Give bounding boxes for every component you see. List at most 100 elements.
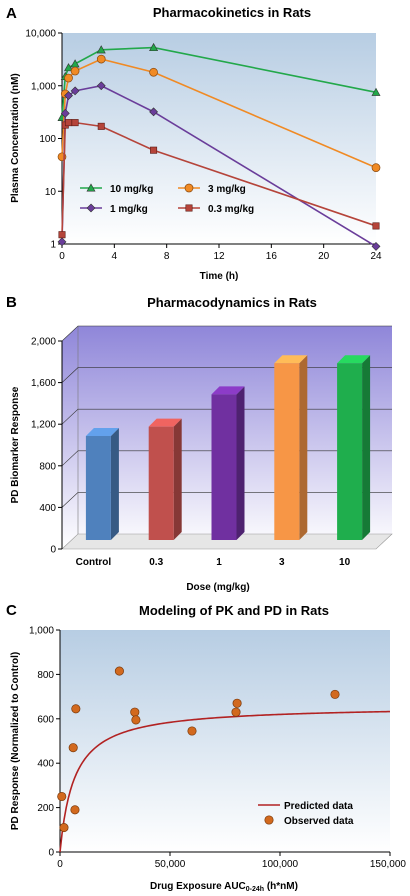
panel-a-data-point: [57, 237, 67, 247]
panel-a-label: A: [6, 5, 17, 22]
panel-a-data-point: [60, 108, 70, 118]
panel-b-x-tick-label: 10: [339, 557, 351, 568]
panel-c-y-tick-label: 800: [37, 670, 54, 681]
panel-c-x-label: Drug Exposure AUC0-24h (h*nM): [150, 881, 298, 893]
panel-c-observed-point: [70, 805, 80, 815]
panel-c-observed-point: [231, 707, 241, 717]
panel-b-gridline: [61, 325, 392, 342]
panel-c-observed-point: [232, 698, 242, 708]
panel-b-x-tick-label: 3: [279, 557, 285, 568]
panel-a-legend-marker: [86, 203, 96, 213]
panel-b-bar: [148, 426, 174, 540]
panel-b-bar-top: [211, 386, 245, 395]
panel-a-data-point: [65, 119, 73, 127]
panel-a-legend-marker: [185, 204, 193, 212]
panel-b-bar: [211, 394, 237, 540]
panel-a-legend-marker: [184, 183, 194, 193]
panel-b-x-tick-label: 1: [216, 557, 222, 568]
panel-c-x-tick-label: 150,000: [370, 859, 407, 870]
panel-c-observed-point: [57, 791, 67, 802]
panel-c-y-label: PD Response (Normalized to Control): [10, 652, 21, 830]
panel-b-floor: [61, 533, 393, 550]
panel-b-bar-side: [299, 355, 308, 540]
panel-a-x-tick-label: 16: [266, 251, 278, 262]
panel-a-data-point: [371, 87, 381, 96]
panel-b-y-tick-label: 0: [50, 545, 56, 556]
panel-a-x-ticks: 0 4 8 12 16 20 24: [59, 244, 382, 262]
panel-c-observed-point: [330, 689, 340, 699]
panel-a-data-point: [58, 231, 66, 239]
panel-a-data-point: [70, 86, 80, 96]
panel-c-title: Modeling of PK and PD in Rats: [139, 603, 329, 618]
panel-a-y-tick-label: 10,000: [25, 29, 56, 40]
panel-c-y-tick-label: 200: [37, 803, 54, 814]
panel-b-bar-side: [110, 428, 119, 540]
panel-c-observed-point: [59, 823, 69, 833]
panel-a-data-point: [70, 66, 80, 76]
panel-c-legend-label: Predicted data: [284, 801, 353, 812]
panel-a-data-point: [372, 222, 380, 230]
panel-c-plot-area: [60, 630, 390, 852]
panel-a-x-tick-label: 12: [213, 251, 225, 262]
panel-a-data-point: [71, 119, 79, 127]
panel-c-series: [57, 666, 391, 853]
panel-c-observed-point: [114, 666, 124, 676]
panel-b-bar-side: [236, 386, 245, 540]
panel-c-legend: Predicted data Observed data: [258, 801, 354, 827]
panel-c-observed-point: [130, 707, 140, 717]
panel-a-title: Pharmacokinetics in Rats: [153, 5, 311, 20]
panel-b-y-tick-label: 1,200: [31, 420, 56, 431]
panel-a-data-point: [64, 63, 74, 72]
panel-a-legend-label: 10 mg/kg: [110, 184, 153, 195]
panel-a-data-point: [96, 81, 106, 91]
panel-a: A Pharmacokinetics in Rats 1 10 100 1,000 10…: [6, 5, 382, 282]
panel-a-x-tick-label: 4: [112, 251, 118, 262]
panel-a-y-label: Plasma Concentration (nM): [10, 73, 21, 202]
panel-c-observed-point: [131, 715, 141, 725]
panel-a-data-point: [149, 67, 158, 77]
panel-a-data-point: [97, 122, 105, 130]
panel-b-bar: [337, 363, 363, 540]
panel-a-data-point: [64, 73, 73, 83]
panel-a-y-tick-label: 10: [45, 187, 57, 198]
panel-c-y-ticks: 0 200 400 600 800 1,000: [29, 626, 60, 859]
panel-a-series: [57, 42, 381, 251]
panel-b-y-tick-label: 400: [39, 503, 56, 514]
panel-a-y-tick-label: 1: [50, 240, 56, 251]
panel-b-y-ticks: 0 400 800 1,200 1,600 2,000: [31, 337, 62, 556]
panel-c-legend-label: Observed data: [284, 816, 354, 827]
panel-c-y-tick-label: 0: [48, 848, 54, 859]
panel-a-x-tick-label: 20: [318, 251, 330, 262]
panel-b-y-tick-label: 800: [39, 461, 56, 472]
panel-c-x-tick-label: 100,000: [262, 859, 299, 870]
panel-b-y-label: PD Biomarker Response: [10, 386, 21, 503]
panel-c-observed-point: [187, 726, 197, 736]
panel-a-data-point: [64, 91, 73, 101]
panel-c-observed-point: [68, 743, 78, 753]
panel-b-y-tick-label: 2,000: [31, 337, 56, 348]
panel-a-x-tick-label: 0: [59, 251, 65, 262]
panel-c-legend-marker: [264, 815, 274, 825]
panel-b-bars: [85, 355, 371, 540]
panel-b-x-ticks: Control 0.3 1 3 10: [76, 557, 351, 568]
panel-c-x-ticks: 0 50,000 100,000 150,000: [57, 852, 406, 870]
panel-b-bar-side: [173, 418, 182, 540]
panel-a-legend-label: 0.3 mg/kg: [208, 204, 254, 215]
panel-a-x-label: Time (h): [200, 271, 239, 282]
panel-a-data-point: [150, 146, 158, 154]
panel-a-data-point: [149, 42, 159, 52]
panel-a-legend-label: 3 mg/kg: [208, 184, 246, 195]
panel-c-x-tick-label: 0: [57, 859, 63, 870]
panel-b-bar-side: [362, 355, 371, 540]
panel-c-observed-point: [71, 704, 81, 714]
panel-c-predicted-line: [59, 710, 391, 853]
panel-b-bar-top: [337, 355, 371, 364]
panel-a-data-point: [96, 54, 106, 64]
panel-b-bar-top: [274, 355, 308, 364]
panel-a-y-tick-label: 1,000: [31, 81, 56, 92]
panel-a-data-point: [149, 107, 159, 117]
panel-a-data-point: [371, 163, 381, 173]
panel-b-bar: [274, 363, 300, 540]
panel-b-bar-top: [148, 418, 182, 427]
